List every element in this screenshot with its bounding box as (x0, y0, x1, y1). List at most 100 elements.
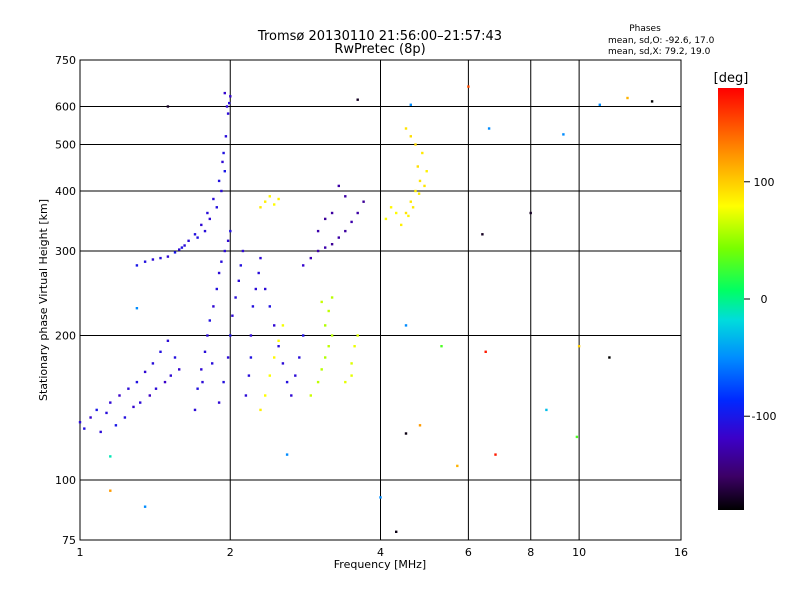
data-point (302, 334, 305, 337)
data-point (105, 411, 108, 415)
data-point (440, 345, 443, 348)
data-point (404, 324, 408, 327)
data-point (411, 206, 415, 209)
data-point (487, 127, 491, 130)
data-point (409, 200, 412, 203)
data-point (135, 264, 139, 267)
data-point (212, 305, 215, 308)
colorbar-gradient (718, 88, 744, 510)
data-point (200, 223, 203, 227)
data-point (217, 401, 221, 404)
data-point (362, 200, 365, 203)
data-point (95, 408, 98, 412)
data-point (608, 356, 611, 359)
data-point (229, 95, 232, 98)
data-point (350, 374, 353, 377)
data-point (404, 211, 408, 215)
data-point (231, 314, 234, 317)
data-point (223, 91, 226, 95)
data-point (481, 233, 484, 236)
data-point (562, 133, 565, 136)
data-point (224, 135, 228, 138)
data-point (196, 387, 199, 390)
colorbar-tick-label: 0 (761, 293, 768, 306)
data-point (273, 324, 276, 327)
data-point (409, 103, 412, 106)
x-tick-label: 6 (465, 546, 472, 559)
x-tick-label: 4 (377, 546, 384, 559)
data-point (268, 195, 271, 198)
data-point (268, 374, 271, 377)
data-point (353, 345, 356, 348)
data-point (237, 279, 240, 282)
data-point (259, 256, 262, 260)
data-point (200, 368, 203, 371)
data-point (220, 189, 223, 193)
y-tick-label: 300 (55, 245, 76, 258)
data-point (254, 287, 257, 291)
data-point (330, 334, 334, 337)
y-tick-label: 75 (62, 534, 76, 547)
data-point (344, 195, 347, 198)
data-point (259, 408, 262, 412)
data-point (316, 380, 320, 384)
data-point (132, 405, 135, 409)
data-point (229, 334, 232, 337)
data-point (99, 430, 102, 434)
data-point (148, 394, 151, 397)
data-point (316, 229, 320, 233)
x-tick-labels: 1 2 4 6 8 10 16 (77, 546, 689, 559)
data-point (143, 370, 147, 374)
data-point (324, 324, 327, 327)
data-point (206, 334, 209, 337)
data-point (337, 184, 340, 188)
data-point (163, 380, 167, 384)
data-point (337, 236, 340, 239)
data-point (285, 380, 289, 384)
x-axis-label: Frequency [MHz] (334, 558, 426, 571)
data-point (222, 151, 225, 155)
data-point (208, 217, 211, 221)
data-point (320, 300, 323, 304)
data-point (484, 350, 487, 353)
data-point (494, 453, 497, 456)
data-point (302, 264, 305, 267)
data-point (324, 246, 327, 249)
data-point (234, 296, 237, 299)
data-point (281, 324, 285, 327)
data-point (143, 260, 147, 263)
data-point (193, 408, 197, 412)
x-tick-label: 10 (572, 546, 586, 559)
data-point (356, 334, 359, 337)
data-point (400, 223, 403, 227)
data-point (626, 96, 629, 100)
data-point (223, 249, 226, 253)
data-point (169, 374, 172, 377)
y-tick-label: 750 (55, 54, 76, 67)
data-point (456, 464, 459, 468)
y-tick-label: 500 (55, 139, 76, 152)
data-point (320, 368, 323, 371)
data-point (159, 350, 162, 353)
data-point (187, 239, 190, 242)
data-point (404, 127, 408, 130)
data-point (395, 530, 398, 533)
data-point (83, 427, 86, 430)
data-point (404, 432, 408, 435)
data-point (118, 394, 121, 397)
data-point (193, 233, 197, 236)
data-point (221, 160, 224, 164)
data-point (277, 339, 280, 342)
data-point (109, 455, 112, 458)
data-point (223, 170, 226, 173)
colorbar-tick-label: -100 (752, 410, 777, 423)
y-tick-label: 600 (55, 101, 76, 114)
data-point (201, 380, 204, 384)
data-point (316, 249, 320, 253)
data-point (241, 249, 245, 253)
colorbar: [deg] 100 0 -100 (714, 71, 777, 510)
data-point (268, 305, 271, 308)
data-point (285, 453, 289, 456)
y-axis-label: Stationary phase Virtual Height [km] (37, 199, 50, 401)
